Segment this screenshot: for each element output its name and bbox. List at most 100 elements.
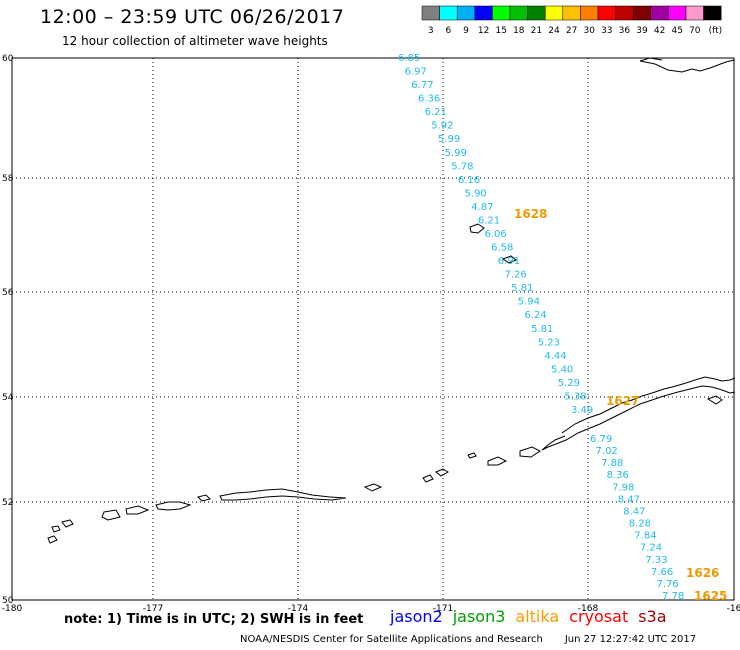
wave-height-value: 6.16	[458, 175, 480, 186]
scale-label: 21	[531, 26, 542, 36]
pass-time-label: 1626	[686, 566, 719, 580]
scale-label: 24	[548, 26, 560, 36]
scale-swatch	[685, 5, 704, 21]
scale-label: 12	[478, 26, 489, 36]
scale-swatch	[632, 5, 652, 21]
scale-swatch	[474, 5, 493, 21]
wave-height-value: 7.24	[640, 543, 662, 554]
latitude-label: 52	[2, 498, 13, 508]
scale-unit: (ft)	[709, 26, 723, 36]
pass-time-label: 1627	[606, 394, 639, 408]
wave-height-value: 5.40	[551, 364, 573, 375]
scale-swatch	[544, 5, 564, 21]
wave-height-value: 8.36	[607, 470, 629, 481]
scale-label: 45	[671, 26, 682, 36]
wave-height-value: 6.58	[491, 243, 513, 254]
scale-label: 33	[601, 26, 612, 36]
track-time-labels: 1628 1627 1626 1625	[514, 207, 727, 603]
wave-height-value: 5.78	[451, 161, 473, 172]
satellite-legend: jason2 jason3 altika cryosat s3a	[390, 607, 677, 626]
scale-label: 9	[463, 26, 469, 36]
altimeter-track: 6.85 6.97 6.77 6.36 6.21 5.92 5.99 5.99 5.78 6.16…	[398, 53, 684, 602]
wave-height-value: 5.81	[531, 324, 553, 335]
wave-height-value: 7.84	[634, 531, 656, 542]
pass-time-label: 1625	[694, 589, 727, 603]
scale-label: 70	[689, 26, 701, 36]
wave-height-value: 5.23	[538, 337, 560, 348]
wave-height-value: 6.24	[524, 310, 546, 321]
units-note: note: 1) Time is in UTC; 2) SWH is in fe…	[64, 612, 364, 627]
scale-swatch	[703, 5, 722, 21]
scale-label: 6	[446, 26, 452, 36]
wave-height-value: 5.90	[465, 188, 487, 199]
scale-swatch	[527, 5, 546, 21]
scale-label: 15	[495, 26, 506, 36]
scale-label: 18	[513, 26, 525, 36]
wave-height-value: 5.99	[438, 134, 460, 145]
wave-height-value: 5.92	[431, 121, 453, 132]
longitude-label: -16	[727, 604, 740, 614]
satellite-cryosat: cryosat	[569, 607, 629, 626]
coastline	[47, 57, 736, 544]
scale-swatch	[439, 5, 458, 21]
satellite-altika: altika	[515, 607, 560, 626]
wave-height-value: 7.33	[645, 555, 667, 566]
wave-height-value: 5.99	[445, 148, 467, 159]
scale-swatch	[597, 5, 616, 21]
satellite-s3a: s3a	[638, 607, 667, 626]
scale-label: 39	[636, 26, 648, 36]
scale-swatch	[650, 5, 669, 21]
wave-height-value: 5.94	[518, 297, 540, 308]
wave-height-value: 8.28	[629, 519, 651, 530]
wave-height-value: 7.76	[656, 579, 678, 590]
scale-swatch	[456, 5, 476, 21]
map-subtitle: 12 hour collection of altimeter wave hei…	[62, 34, 328, 48]
credit-text: NOAA/NESDIS Center for Satellite Applica…	[240, 634, 543, 645]
graticule	[12, 58, 734, 600]
scale-label: 3	[428, 26, 434, 36]
longitude-label: -180	[2, 604, 23, 614]
satellite-jason3: jason3	[452, 607, 506, 626]
scale-swatch	[421, 5, 440, 21]
wave-height-value: 7.26	[504, 270, 526, 281]
scale-label: 42	[654, 26, 665, 36]
scale-label: 27	[566, 26, 577, 36]
pass-time-label: 1628	[514, 207, 547, 221]
scale-swatch	[509, 5, 528, 21]
wave-height-value: 6.21	[425, 107, 447, 118]
map-frame	[11, 57, 735, 601]
wave-height-value: 7.98	[612, 482, 634, 493]
wave-height-value: 7.88	[601, 458, 623, 469]
wave-height-value: 5.29	[558, 378, 580, 389]
scale-label: 30	[583, 26, 595, 36]
wave-height-value: 7.66	[651, 567, 673, 578]
scale-swatch	[580, 5, 599, 21]
map-title: 12:00 – 23:59 UTC 06/26/2017	[40, 6, 345, 28]
satellite-jason2: jason2	[390, 607, 443, 626]
wave-height-value: 8.47	[623, 506, 645, 517]
wave-height-value: 4.87	[471, 202, 493, 213]
wave-height-value: 6.21	[478, 215, 500, 226]
footer-credit: NOAA/NESDIS Center for Satellite Applica…	[240, 634, 696, 645]
latitude-label: 58	[2, 174, 14, 184]
wave-height-value: 3.49	[571, 405, 593, 416]
generated-timestamp: Jun 27 12:27:42 UTC 2017	[564, 634, 697, 645]
wave-height-value: 5.38	[564, 391, 586, 402]
wave-height-value: 4.44	[544, 351, 566, 362]
wave-height-value: 7.78	[662, 591, 684, 602]
scale-swatch	[668, 5, 687, 21]
latitude-label: 56	[2, 288, 14, 298]
wave-height-value: 7.02	[596, 446, 618, 457]
wave-height-value: 6.06	[485, 229, 507, 240]
scale-swatch	[615, 5, 634, 21]
scale-swatch	[562, 5, 581, 21]
wave-height-value: 6.36	[418, 94, 440, 105]
wave-height-value: 6.85	[398, 53, 420, 64]
scale-label: 36	[619, 26, 631, 36]
wave-height-value: 5.81	[511, 283, 533, 294]
color-scale-legend: 3 6 9 12 15 18 21 24 27 30 33 36 39 42 45 70 (ft)	[421, 5, 723, 36]
latitude-label: 60	[2, 54, 14, 64]
wave-height-value: 6.79	[590, 434, 612, 445]
